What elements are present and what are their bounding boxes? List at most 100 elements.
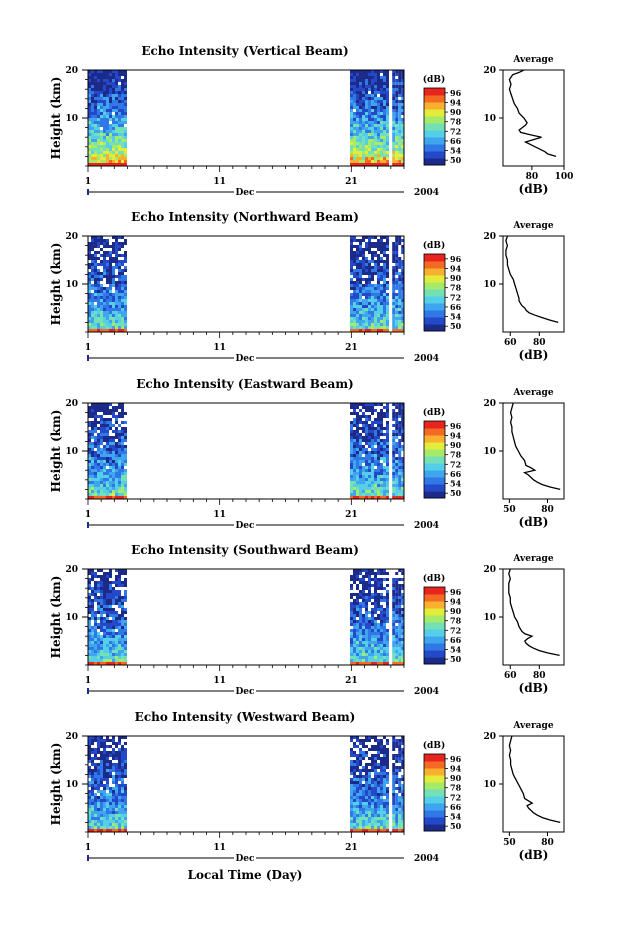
heatmap-cell	[353, 130, 356, 133]
heatmap-cell	[362, 766, 365, 769]
heatmap-cell	[383, 79, 386, 82]
colorbar-band	[424, 643, 445, 651]
heatmap-cell	[392, 799, 396, 802]
heatmap-cell	[398, 742, 402, 745]
heatmap-cell	[356, 94, 359, 97]
colorbar-tick-label: 54	[450, 645, 462, 655]
heatmap-cell	[106, 581, 109, 584]
heatmap-cell	[386, 472, 389, 475]
heatmap-cell	[377, 745, 380, 748]
heatmap-cell	[365, 91, 368, 94]
heatmap-cell	[398, 266, 402, 269]
heatmap-cell	[383, 308, 386, 311]
heatmap-cell	[109, 308, 112, 311]
heatmap-cell	[380, 76, 383, 79]
heatmap-cell	[121, 236, 124, 239]
heatmap-cell	[362, 430, 365, 433]
heatmap-cell	[109, 97, 112, 100]
heatmap-cell	[100, 584, 103, 587]
heatmap-cell	[365, 287, 368, 290]
heatmap-cell	[383, 97, 386, 100]
heatmap-cell	[124, 112, 127, 115]
heatmap-cell	[91, 320, 94, 323]
heatmap-cell	[350, 103, 353, 106]
heatmap-cell	[124, 623, 127, 626]
heatmap-cell	[368, 772, 371, 775]
heatmap-cell	[356, 481, 359, 484]
heatmap-cell	[377, 754, 380, 757]
heatmap-cell	[365, 739, 368, 742]
heatmap-cell	[103, 751, 106, 754]
heatmap-cell	[88, 136, 91, 139]
heatmap-cell	[368, 73, 371, 76]
heatmap-cell	[395, 475, 399, 478]
heatmap-cell	[94, 757, 97, 760]
heatmap-cell	[112, 596, 115, 599]
heatmap-cell	[395, 163, 399, 166]
heatmap-cell	[353, 644, 356, 647]
heatmap-cell	[121, 454, 124, 457]
heatmap-cell	[124, 284, 127, 287]
heatmap-cell	[383, 472, 386, 475]
heatmap-cell	[377, 656, 380, 659]
heatmap-cell	[371, 475, 374, 478]
heatmap-cell	[368, 430, 371, 433]
heatmap-cell	[380, 314, 383, 317]
heatmap-cell	[359, 638, 362, 641]
heatmap-cell	[115, 787, 118, 790]
heatmap-cell	[398, 275, 402, 278]
heatmap-cell	[356, 584, 359, 587]
heatmap-cell	[106, 302, 109, 305]
y-tick-label: 20	[65, 66, 78, 76]
heatmap-cell	[356, 472, 359, 475]
heatmap-cell	[392, 281, 396, 284]
heatmap-cell	[97, 239, 100, 242]
heatmap-cell	[353, 284, 356, 287]
heatmap-cell	[359, 163, 362, 166]
average-x-label: (dB)	[519, 348, 549, 362]
heatmap-cell	[109, 793, 112, 796]
heatmap-cell	[395, 769, 399, 772]
heatmap-cell	[365, 284, 368, 287]
heatmap-cell	[109, 472, 112, 475]
heatmap-cell	[359, 106, 362, 109]
heatmap-cell	[398, 605, 402, 608]
colorbar-tick-label: 90	[450, 273, 462, 283]
heatmap-cell	[124, 79, 127, 82]
heatmap-cell	[401, 626, 405, 629]
heatmap-cell	[371, 445, 374, 448]
heatmap-cell	[398, 91, 402, 94]
heatmap-cell	[386, 314, 389, 317]
heatmap-cell	[392, 272, 396, 275]
heatmap-cell	[362, 614, 365, 617]
heatmap-cell	[118, 472, 121, 475]
heatmap-cell	[100, 406, 103, 409]
heatmap-cell	[371, 127, 374, 130]
heatmap-cell	[380, 662, 383, 665]
heatmap-cell	[401, 593, 405, 596]
heatmap-cell	[124, 799, 127, 802]
heatmap-cell	[398, 139, 402, 142]
heatmap-cell	[88, 454, 91, 457]
heatmap-cell	[118, 76, 121, 79]
heatmap-cell	[395, 442, 399, 445]
heatmap-cell	[109, 641, 112, 644]
heatmap-cell	[121, 427, 124, 430]
heatmap-cell	[115, 427, 118, 430]
heatmap-cell	[112, 799, 115, 802]
heatmap-cell	[112, 320, 115, 323]
heatmap-cell	[359, 287, 362, 290]
heatmap-cell	[94, 650, 97, 653]
heatmap-cell	[377, 427, 380, 430]
heatmap-cell	[368, 784, 371, 787]
heatmap-cell	[359, 293, 362, 296]
heatmap-cell	[97, 112, 100, 115]
heatmap-cell	[371, 296, 374, 299]
heatmap-cell	[359, 245, 362, 248]
heatmap-cell	[94, 308, 97, 311]
heatmap-cell	[383, 656, 386, 659]
heatmap-cell	[362, 73, 365, 76]
heatmap-cell	[356, 569, 359, 572]
heatmap-cell	[362, 157, 365, 160]
heatmap-cell	[401, 139, 405, 142]
